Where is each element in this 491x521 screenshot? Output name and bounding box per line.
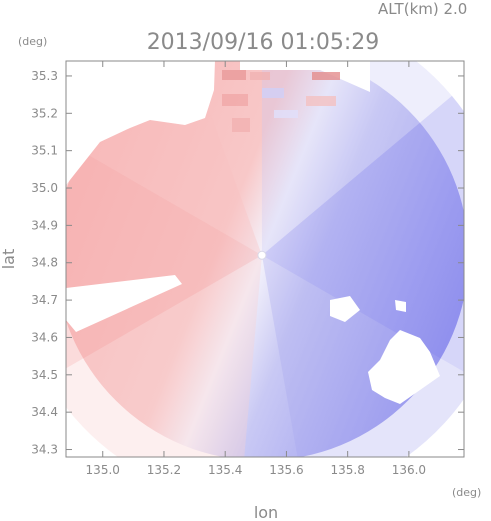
clutter-cell: [262, 88, 284, 98]
x-tick-label: 135.6: [269, 463, 303, 477]
y-tick-label: 35.1: [31, 144, 58, 158]
x-axis-label: lon: [254, 503, 278, 521]
radar-field: [66, 61, 464, 457]
clutter-cell: [274, 110, 298, 118]
x-axis-ticks: 135.0 135.2 135.4 135.6 135.8 136.0: [86, 61, 426, 477]
clutter-cell: [232, 118, 250, 132]
velocity-wedge: [261, 95, 464, 372]
chart-title: 2013/09/16 01:05:29: [147, 30, 380, 55]
x-unit-label: (deg): [452, 486, 481, 499]
velocity-wedge: [66, 255, 262, 457]
x-tick-label: 136.0: [392, 463, 426, 477]
x-tick-label: 135.0: [86, 463, 120, 477]
clutter-cell: [312, 72, 340, 80]
y-tick-label: 35.0: [31, 181, 58, 195]
clutter-cell: [306, 96, 336, 106]
velocity-wedge: [261, 255, 464, 457]
missing-wedge-west: [66, 275, 182, 332]
y-tick-label: 34.5: [31, 368, 58, 382]
x-tick-label: 135.4: [208, 463, 242, 477]
radar-disc: [66, 61, 464, 457]
clutter-cell: [222, 70, 246, 80]
y-tick-label: 34.9: [31, 218, 58, 232]
missing-patch-e2: [395, 300, 406, 312]
y-tick-label: 34.7: [31, 293, 58, 307]
x-tick-label: 135.2: [147, 463, 181, 477]
radar-center-marker: [257, 250, 267, 260]
y-tick-label: 34.6: [31, 330, 58, 344]
y-tick-label: 35.2: [31, 106, 58, 120]
y-tick-label: 35.3: [31, 69, 58, 83]
missing-region-n: [240, 61, 370, 92]
y-tick-label: 34.8: [31, 256, 58, 270]
y-axis-ticks: 34.3 34.4 34.5 34.6 34.7 34.8 34.9 35.0 35.1 35.2…: [31, 69, 464, 457]
velocity-wedge: [261, 61, 452, 256]
missing-patch-e1: [330, 296, 360, 322]
y-tick-label: 34.4: [31, 405, 58, 419]
plot-frame: [65, 60, 465, 458]
y-unit-label: (deg): [18, 35, 47, 48]
x-tick-label: 135.8: [330, 463, 364, 477]
clutter-cell: [222, 94, 248, 106]
y-tick-label: 34.3: [31, 443, 58, 457]
altitude-label: ALT(km) 2.0: [378, 0, 467, 18]
missing-region-se: [368, 330, 440, 404]
missing-region-nw: [66, 61, 215, 185]
y-axis-label: lat: [0, 249, 18, 270]
clutter-cell: [250, 72, 270, 80]
